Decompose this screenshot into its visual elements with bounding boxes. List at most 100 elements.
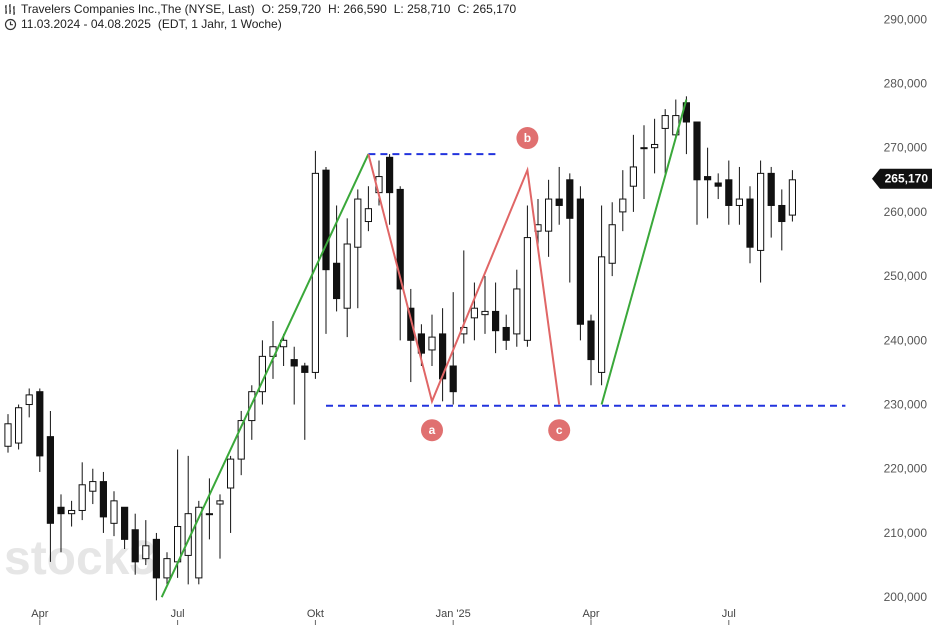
candle-body bbox=[131, 529, 139, 563]
trend-line bbox=[600, 99, 688, 405]
candle-body bbox=[417, 333, 425, 354]
candle-body bbox=[4, 423, 12, 447]
candle-body bbox=[99, 481, 108, 518]
candle-body bbox=[598, 256, 606, 373]
date-range: 11.03.2024 - 04.08.2025 bbox=[21, 17, 151, 31]
pattern-point-label: c bbox=[556, 423, 563, 437]
pattern-point-c bbox=[548, 419, 571, 442]
candle-body bbox=[481, 310, 489, 316]
candle-body bbox=[629, 166, 637, 187]
candle-body bbox=[704, 176, 712, 181]
last-price-badge bbox=[872, 168, 932, 189]
candle-body bbox=[725, 179, 733, 206]
x-tick-label: Jul bbox=[171, 608, 185, 620]
watermark: stock3 bbox=[4, 532, 156, 585]
pattern-point-label: b bbox=[524, 131, 531, 145]
candle-body bbox=[470, 307, 478, 319]
candle-body bbox=[513, 288, 521, 335]
y-tick-label: 270,000 bbox=[884, 141, 928, 155]
candle-body bbox=[227, 458, 235, 489]
candle-body bbox=[57, 506, 65, 515]
candle-body bbox=[651, 143, 659, 149]
x-tick-label: Apr bbox=[31, 608, 48, 620]
timeframe-meta: (EDT, 1 Jahr, 1 Woche) bbox=[157, 17, 282, 31]
candle-body bbox=[576, 198, 584, 325]
clock-icon bbox=[4, 18, 17, 31]
open-value: O: 259,720 bbox=[261, 2, 322, 16]
last-price-label: 265,170 bbox=[885, 172, 929, 186]
candle-body bbox=[89, 481, 97, 492]
y-tick-label: 290,000 bbox=[884, 12, 928, 26]
candle-body bbox=[566, 179, 574, 219]
y-tick-label: 250,000 bbox=[884, 269, 928, 283]
candle-body bbox=[216, 500, 224, 505]
candle-body bbox=[523, 237, 531, 341]
candle-body bbox=[110, 500, 118, 524]
candle-body bbox=[343, 243, 351, 309]
bars-icon bbox=[5, 4, 15, 15]
candle-body bbox=[205, 513, 214, 516]
candle-body bbox=[386, 156, 394, 194]
candle-body bbox=[693, 121, 701, 181]
candle-body bbox=[555, 198, 563, 206]
high-value: H: 266,590 bbox=[328, 2, 387, 16]
candle-body bbox=[15, 407, 23, 444]
candle-body bbox=[195, 506, 203, 579]
y-tick-label: 260,000 bbox=[884, 205, 928, 219]
y-tick-label: 230,000 bbox=[884, 398, 928, 412]
candle-body bbox=[608, 224, 616, 264]
y-tick-label: 200,000 bbox=[884, 590, 928, 604]
candle-body bbox=[396, 188, 404, 290]
candle-body bbox=[152, 538, 161, 579]
abc-pattern-line bbox=[367, 153, 561, 405]
candle-body bbox=[46, 436, 54, 524]
candle-body bbox=[746, 198, 754, 248]
candle-body bbox=[78, 484, 86, 511]
trend-line bbox=[160, 153, 370, 598]
candle-body bbox=[492, 310, 500, 332]
candle-body bbox=[322, 169, 330, 271]
candle-body bbox=[778, 204, 786, 223]
x-tick-label: Jul bbox=[722, 608, 736, 620]
candle-body bbox=[640, 147, 648, 150]
candle-body bbox=[619, 198, 627, 213]
pattern-point-label: a bbox=[429, 423, 436, 437]
close-value: C: 265,170 bbox=[457, 2, 517, 16]
candle-body bbox=[364, 208, 372, 223]
x-tick-label: Apr bbox=[582, 608, 599, 620]
candle-body bbox=[354, 198, 362, 248]
candle-body bbox=[290, 359, 298, 367]
candle-body bbox=[333, 262, 341, 300]
candle-body bbox=[428, 336, 436, 351]
candle-body bbox=[757, 172, 765, 251]
candle-body bbox=[142, 545, 150, 560]
candle-body bbox=[788, 179, 796, 216]
candle-body bbox=[502, 326, 510, 341]
y-tick-label: 220,000 bbox=[884, 462, 928, 476]
candle-body bbox=[735, 198, 743, 206]
candle-body bbox=[587, 320, 595, 361]
candle-body bbox=[439, 333, 447, 380]
candle-body bbox=[449, 365, 457, 393]
candle-body bbox=[237, 420, 245, 460]
candle-body bbox=[545, 198, 553, 232]
x-tick-label: Okt bbox=[307, 608, 324, 620]
pattern-point-a bbox=[421, 419, 443, 442]
candle-body bbox=[36, 391, 44, 457]
header-row-range: 11.03.2024 - 04.08.2025 (EDT, 1 Jahr, 1 … bbox=[4, 17, 516, 32]
low-value: L: 258,710 bbox=[393, 2, 451, 16]
candle-body bbox=[121, 506, 129, 540]
candle-body bbox=[163, 558, 171, 579]
y-tick-label: 280,000 bbox=[884, 76, 928, 90]
y-tick-label: 240,000 bbox=[884, 333, 928, 347]
y-tick-label: 210,000 bbox=[884, 526, 928, 540]
candle-body bbox=[714, 182, 722, 187]
x-tick-label: Jan '25 bbox=[436, 608, 471, 620]
candle-body bbox=[661, 115, 669, 129]
candle-body bbox=[407, 307, 415, 341]
instrument-name: Travelers Companies Inc.,The (NYSE, Last… bbox=[21, 2, 255, 16]
pattern-point-b bbox=[516, 127, 539, 150]
candle-body bbox=[68, 509, 76, 515]
candle-body bbox=[301, 365, 309, 373]
